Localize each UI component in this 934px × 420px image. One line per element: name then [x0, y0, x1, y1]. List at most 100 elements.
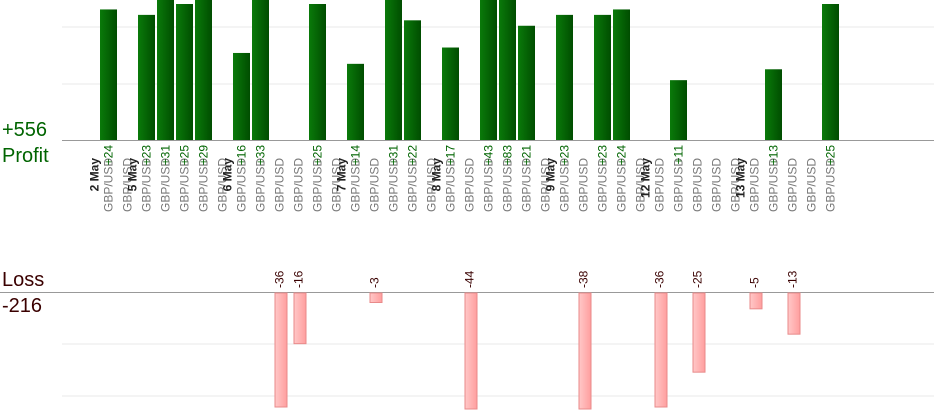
loss-label: Loss	[2, 269, 45, 291]
loss-bar	[749, 292, 763, 310]
profit-bar	[252, 0, 269, 140]
loss-value-label: -16	[292, 270, 306, 288]
pair-tick-label: GBP/USD	[691, 158, 705, 212]
pair-tick-label: GBP/USD	[786, 158, 800, 212]
pair-tick-label: GBP/USD	[596, 158, 610, 212]
profit-value-label: +14	[349, 145, 363, 166]
pair-tick-label: GBP/USD	[273, 158, 287, 212]
pair-tick-label: GBP/USD	[767, 158, 781, 212]
profit-bar	[442, 47, 459, 140]
pair-tick-label: GBP/USD	[482, 158, 496, 212]
pair-tick-label: GBP/USD	[368, 158, 382, 212]
pair-tick-label: GBP/USD	[140, 158, 154, 212]
profit-bar	[765, 69, 782, 140]
pair-tick-label: GBP/USD	[824, 158, 838, 212]
loss-bar	[369, 292, 383, 303]
profit-bar	[822, 4, 839, 140]
pair-tick-label: GBP/USD	[653, 158, 667, 212]
profit-bar	[138, 14, 155, 141]
date-label: 13 May	[734, 158, 748, 198]
profit-value-label: +33	[254, 145, 268, 166]
pair-tick-label: GBP/USD	[121, 158, 135, 212]
pair-tick-label: GBP/USD	[634, 158, 648, 212]
pair-tick-label: GBP/USD	[748, 158, 762, 212]
pair-tick-label: GBP/USD	[235, 158, 249, 212]
pair-tick-label: GBP/USD	[425, 158, 439, 212]
pair-tick-label: GBP/USD	[330, 158, 344, 212]
pair-tick-label: GBP/USD	[444, 158, 458, 212]
pair-tick-label: GBP/USD	[710, 158, 724, 212]
profit-bar	[347, 63, 364, 141]
date-label: 8 May	[430, 158, 444, 192]
profit-value-label: +24	[102, 145, 116, 166]
profit-value-label: +83	[501, 145, 515, 166]
loss-value-label: -36	[273, 270, 287, 288]
loss-value-label: -36	[653, 270, 667, 288]
loss-bar	[578, 292, 592, 410]
pair-tick-label: GBP/USD	[577, 158, 591, 212]
pair-tick-label: GBP/USD	[159, 158, 173, 212]
loss-value-label: -44	[463, 270, 477, 288]
profit-bar	[556, 14, 573, 141]
profit-value-label: +17	[444, 145, 458, 166]
loss-value-label: -38	[577, 270, 591, 288]
pair-tick-label: GBP/USD	[216, 158, 230, 212]
profit-bar	[518, 25, 535, 140]
pair-tick-label: GBP/USD	[178, 158, 192, 212]
profit-value-label: +21	[520, 145, 534, 166]
bar-layer	[100, 0, 839, 410]
pair-tick-label: GBP/USD	[520, 158, 534, 212]
date-label: 9 May	[544, 158, 558, 192]
pair-tick-label: GBP/USD	[349, 158, 363, 212]
loss-value-label: -25	[691, 270, 705, 288]
profit-value-label: +43	[482, 145, 496, 166]
pair-tick-label: GBP/USD	[805, 158, 819, 212]
profit-value-label: +13	[767, 145, 781, 166]
profit-value-label: +23	[596, 145, 610, 166]
profit-value-label: +23	[558, 145, 572, 166]
profit-bar	[195, 0, 212, 140]
profit-bar	[385, 0, 402, 140]
pair-tick-label: GBP/USD	[254, 158, 268, 212]
pair-tick-label: GBP/USD	[615, 158, 629, 212]
loss-bar	[654, 292, 668, 408]
pair-tick-label: GBP/USD	[539, 158, 553, 212]
profit-bar	[157, 0, 174, 140]
pair-tick-label: GBP/USD	[406, 158, 420, 212]
profit-bar	[100, 9, 117, 140]
profit-value-label: +22	[406, 145, 420, 166]
loss-bar	[464, 292, 478, 410]
loss-bar	[787, 292, 801, 335]
profit-bar	[404, 20, 421, 140]
pair-tick-label: GBP/USD	[102, 158, 116, 212]
profit-bar	[670, 80, 687, 140]
loss-bar	[692, 292, 706, 373]
profit-label: Profit	[2, 145, 49, 167]
profit-bar	[480, 0, 497, 140]
profit-bar	[499, 0, 516, 140]
loss-value-label: -3	[368, 277, 382, 288]
pair-tick-label: GBP/USD	[501, 158, 515, 212]
profit-value-label: +25	[311, 145, 325, 166]
profit-value-label: +31	[387, 145, 401, 166]
profit-value-label: +25	[824, 145, 838, 166]
loss-bar	[293, 292, 307, 345]
pair-tick-label: GBP/USD	[197, 158, 211, 212]
profit-value-label: +24	[615, 145, 629, 166]
profit-bar	[233, 52, 250, 140]
profit-bar	[309, 4, 326, 140]
pair-tick-label: GBP/USD	[729, 158, 743, 212]
profit-bar	[176, 4, 193, 140]
profit-bar	[613, 9, 630, 140]
pair-tick-label: GBP/USD	[672, 158, 686, 212]
date-label: 7 May	[335, 158, 349, 192]
loss-value-label: -5	[748, 277, 762, 288]
profit-value-label: +23	[140, 145, 154, 166]
date-label: 12 May	[639, 158, 653, 198]
pair-tick-label: GBP/USD	[463, 158, 477, 212]
loss-bar	[274, 292, 288, 408]
profit-value-label: +31	[159, 145, 173, 166]
profit-value-label: +16	[235, 145, 249, 166]
